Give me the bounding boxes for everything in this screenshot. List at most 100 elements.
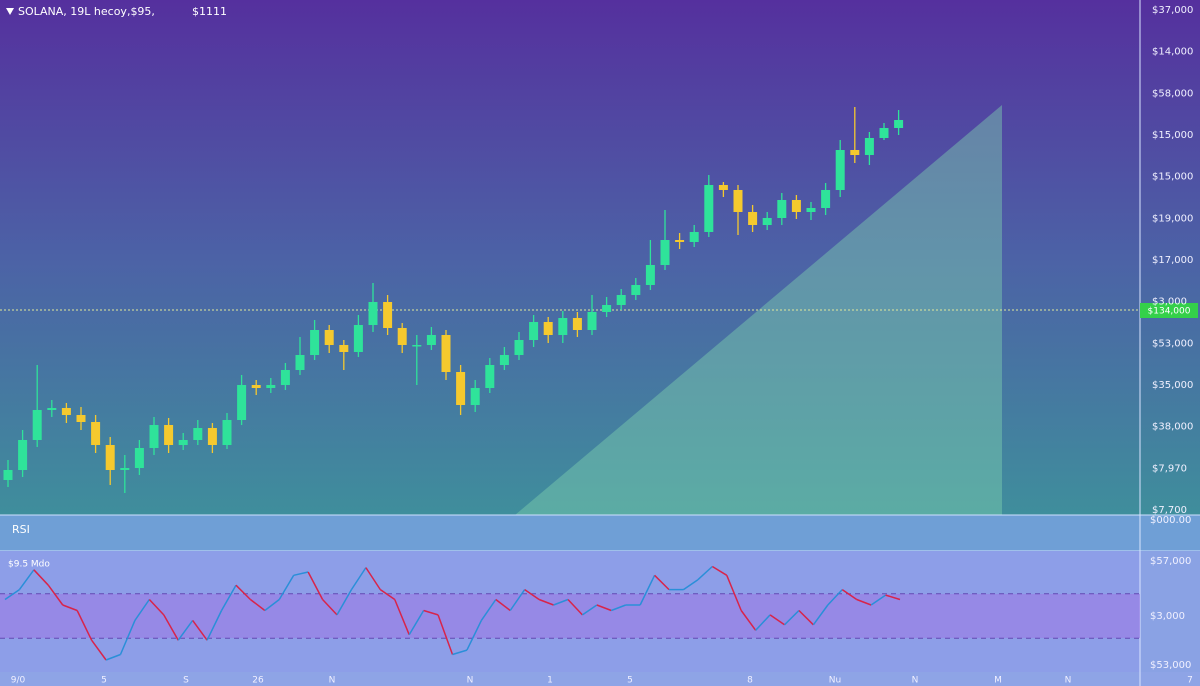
- rsi-segment: [220, 584, 237, 611]
- rsi-segment: [567, 598, 583, 616]
- candle-body: [587, 312, 597, 330]
- candle-body: [32, 410, 42, 440]
- rsi-segment: [350, 567, 367, 591]
- rsi-segment: [611, 604, 626, 612]
- rsi-segment: [437, 614, 454, 655]
- rsi-segment: [581, 604, 598, 616]
- rsi-axis-label: $57,000: [1150, 556, 1191, 567]
- time-label: 5: [627, 676, 633, 686]
- rsi-segment: [711, 565, 728, 576]
- candle-body: [645, 265, 655, 285]
- rsi-segment: [683, 579, 699, 591]
- candle-body: [383, 302, 393, 328]
- candle-body: [134, 448, 144, 468]
- rsi-segment: [841, 588, 858, 601]
- rsi-segment: [119, 620, 136, 655]
- rsi-segment: [639, 574, 656, 606]
- candle-body: [207, 428, 217, 445]
- rsi-segment: [206, 610, 223, 641]
- candle-body: [412, 345, 422, 347]
- candle-body: [704, 185, 714, 232]
- candle-body: [324, 330, 334, 345]
- symbol-icon: [6, 8, 14, 15]
- rsi-segment: [18, 569, 35, 591]
- rsi-title: RSI: [12, 523, 30, 536]
- candle-body: [689, 232, 699, 242]
- time-label: 1: [547, 676, 553, 686]
- rsi-segment: [596, 604, 612, 612]
- candle-body: [514, 340, 524, 355]
- candle-body: [237, 385, 247, 420]
- rsi-segment: [452, 649, 468, 656]
- time-label: N: [912, 676, 919, 686]
- rsi-segment: [278, 574, 295, 600]
- last-price-label: $134,000: [1148, 307, 1191, 317]
- candle-body: [120, 468, 130, 470]
- rsi-segment: [148, 598, 165, 616]
- candle-body: [266, 385, 276, 388]
- rsi-segment: [293, 571, 309, 577]
- rsi-segment: [783, 609, 800, 626]
- rsi-segment: [235, 584, 251, 601]
- rsi-axis-label: $3,000: [1150, 611, 1185, 622]
- candle-body: [18, 440, 28, 470]
- rsi-segment: [91, 639, 107, 661]
- rsi-segment: [423, 609, 439, 616]
- rsi-segment: [408, 610, 425, 636]
- rsi-segment: [379, 588, 396, 601]
- chart-subtitle: $1111: [192, 5, 227, 18]
- candle-body: [894, 120, 904, 128]
- rsi-segment: [538, 598, 554, 606]
- rsi-segment: [755, 614, 771, 631]
- rsi-segment: [322, 598, 338, 616]
- candle-body: [499, 355, 509, 365]
- time-label: N: [1065, 676, 1072, 686]
- rsi-segment: [726, 575, 742, 611]
- candle-body: [777, 200, 787, 218]
- rsi-segment: [163, 614, 179, 641]
- rsi-segment: [62, 604, 78, 612]
- time-label: N: [467, 676, 474, 686]
- candle-body: [864, 138, 874, 155]
- rsi-segment: [76, 610, 93, 641]
- candle-body: [3, 470, 13, 480]
- rsi-segment: [480, 599, 497, 621]
- time-label: 26: [252, 676, 264, 686]
- rsi-segment: [553, 598, 569, 606]
- price-axis-label: $19,000: [1152, 213, 1193, 224]
- candle-body: [558, 318, 568, 335]
- price-axis-label: $35,000: [1152, 380, 1193, 391]
- time-label: S: [183, 676, 189, 686]
- rsi-segment: [769, 614, 785, 626]
- axes: $37,000 $14,000 $58,000 $15,000 $15,000 $19,0…: [11, 5, 1194, 686]
- candle-body: [835, 150, 845, 190]
- rsi-segment: [495, 598, 511, 612]
- candle-body: [543, 322, 553, 335]
- time-axis: [0, 672, 1200, 686]
- candle-body: [339, 345, 349, 352]
- rsi-segment: [885, 594, 901, 601]
- time-label: 5: [101, 676, 107, 686]
- rsi-segment: [466, 620, 483, 651]
- candle-body: [456, 372, 466, 405]
- candle-body: [280, 370, 290, 385]
- candle-body: [748, 212, 758, 225]
- rsi-segment: [177, 619, 194, 641]
- rsi-segment: [105, 653, 121, 661]
- candle-body: [76, 415, 86, 422]
- price-axis-label: $38,000: [1152, 422, 1193, 433]
- rsi-segment: [47, 584, 64, 606]
- candle-body: [441, 335, 451, 372]
- rsi-segment: [394, 599, 410, 635]
- price-axis-label: $53,000: [1152, 338, 1193, 349]
- candle-body: [368, 302, 378, 325]
- rsi-segment: [856, 598, 872, 606]
- price-axis-label: $15,000: [1152, 130, 1193, 141]
- rsi-segment: [740, 610, 757, 631]
- candle-body: [485, 365, 495, 388]
- candle-body: [660, 240, 670, 265]
- candle-body: [193, 428, 203, 440]
- candle-body: [47, 408, 57, 410]
- candle-body: [470, 388, 480, 405]
- rsi-header: [0, 515, 1200, 551]
